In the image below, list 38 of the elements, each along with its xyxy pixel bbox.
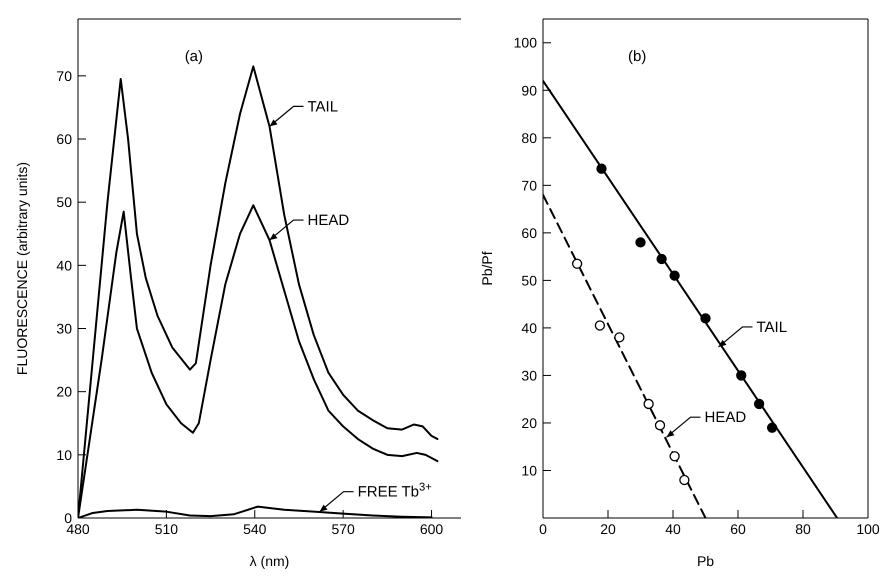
x-tick-label: 600 — [420, 520, 444, 537]
y-axis-title: FLUORESCENCE (arbitrary units) — [14, 162, 30, 376]
x-tick-label: 510 — [154, 520, 178, 537]
y-tick-label: 40 — [521, 320, 538, 336]
y-tick-label: 50 — [521, 272, 538, 288]
y-tick-label: 10 — [521, 462, 538, 478]
x-tick-label: 0 — [539, 520, 548, 537]
annotation: TAIL — [756, 318, 788, 336]
x-axis-title: λ (nm) — [250, 553, 290, 569]
annotation: TAIL — [308, 98, 338, 116]
y-tick-label: 20 — [56, 384, 72, 400]
y-tick-label: 30 — [521, 367, 538, 384]
y-tick-label: 50 — [56, 194, 72, 210]
y-tick-label: 100 — [514, 34, 538, 51]
x-tick-label: 540 — [243, 520, 267, 537]
x-tick-label: 60 — [730, 520, 746, 537]
x-tick-label: 80 — [795, 520, 811, 537]
y-tick-label: 60 — [56, 130, 72, 147]
y-tick-label: 30 — [56, 320, 72, 336]
annotation: FREE Tb$^{3+}$ — [358, 482, 432, 501]
x-tick-label: 40 — [665, 520, 681, 537]
y-tick-label: 20 — [521, 414, 538, 431]
y-tick-label: 70 — [521, 177, 538, 194]
y-tick-label: 70 — [56, 68, 72, 84]
y-tick-label: 60 — [521, 224, 538, 241]
x-axis-title: Pb — [696, 553, 714, 569]
text: (a) — [184, 48, 204, 65]
annotation: HEAD — [704, 409, 746, 426]
x-tick-label: 570 — [331, 520, 356, 537]
y-axis-title: Pb/Pf — [478, 251, 495, 286]
x-tick-label: 100 — [856, 520, 880, 537]
x-tick-label: 20 — [600, 520, 616, 537]
y-tick-label: 10 — [56, 446, 72, 463]
y-tick-label: 90 — [521, 82, 538, 98]
y-tick-label: 40 — [56, 257, 72, 274]
annotation: HEAD — [308, 212, 350, 230]
y-tick-label: 80 — [521, 130, 538, 146]
text: (b) — [628, 48, 646, 65]
